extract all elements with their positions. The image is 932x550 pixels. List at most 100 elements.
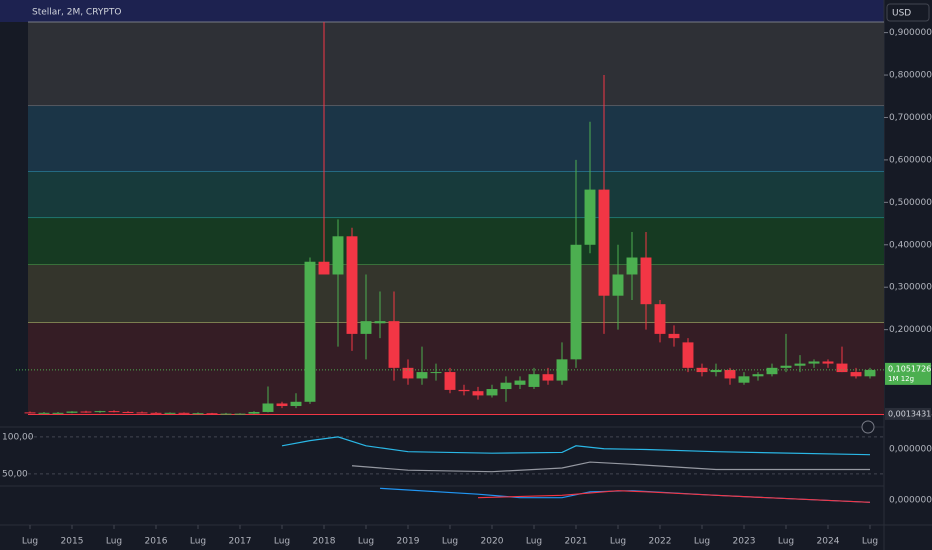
x-tick-label: Lug [190,537,206,547]
candle-body [290,401,302,407]
candle-body [710,369,722,373]
candle-body [388,321,400,368]
currency-label[interactable]: USD [892,9,911,19]
x-tick-label: 2015 [61,537,84,547]
countdown-label: 1M 12g [888,375,914,383]
candle-body [668,333,680,339]
x-tick-label: 2018 [313,537,336,547]
candle-body [430,372,442,374]
fib-band [28,106,884,172]
y-tick-label: 0,200000000 [889,325,932,335]
y-tick-label: 0,600000000 [889,155,932,165]
pane-tick-label: 50,00 [2,469,28,479]
x-tick-label: Lug [442,537,458,547]
candle-body [192,413,204,415]
x-tick-label: Lug [694,537,710,547]
candle-body [864,369,876,377]
candle-body [136,412,148,414]
candle-body [612,274,624,296]
indicator-line [351,461,870,473]
candle-body [528,374,540,387]
low-price-tag [885,407,931,420]
candle-body [850,372,862,377]
fib-band [28,322,884,415]
candle-body [780,365,792,368]
x-tick-label: Lug [358,537,374,547]
candle-body [402,367,414,379]
candle-body [808,361,820,364]
candle-body [682,342,694,368]
x-tick-label: 2023 [733,537,756,547]
candle-body [24,412,36,414]
x-tick-label: Lug [610,537,626,547]
y-tick-label: 0,900000000 [889,28,932,38]
y-tick-label: 0,500000000 [889,198,932,208]
flash-icon[interactable] [861,420,875,434]
x-tick-label: Lug [22,537,38,547]
candle-body [178,412,190,414]
candle-body [80,411,92,413]
x-tick-label: Lug [862,537,878,547]
candle-body [52,412,64,414]
candle-body [486,389,498,396]
candle-body [822,361,834,364]
last-price-tag [885,362,931,385]
candle-body [724,369,736,379]
x-tick-label: 2024 [817,537,840,547]
x-tick-label: Lug [778,537,794,547]
candle-body [38,412,50,414]
candle-body [276,403,288,407]
candle-body [696,367,708,373]
currency-button[interactable] [886,3,930,22]
candle-body [654,304,666,334]
candle-body [472,391,484,396]
candle-body [360,321,372,334]
candle-body [640,257,652,305]
candle-body [66,411,78,413]
x-tick-label: 2020 [481,537,504,547]
x-tick-label: Lug [526,537,542,547]
candle-body [164,412,176,414]
fib-band [28,171,884,219]
pane-tick-label: 100,00 [2,432,34,442]
candle-body [752,374,764,377]
candle-body [766,367,778,375]
candle-body [836,363,848,373]
candle-body [220,413,232,415]
candle-body [234,413,246,415]
y-tick-label: 0,700000000 [889,113,932,123]
candle-body [500,382,512,390]
y-tick-label: 0,300000000 [889,283,932,293]
candle-body [150,412,162,414]
x-tick-label: 2017 [229,537,252,547]
indicator-line [281,436,871,456]
candle-body [122,411,134,413]
candle-body [444,372,456,390]
low-price-label: 0,00134318 [888,409,932,418]
candle-body [94,411,106,413]
x-tick-label: 2021 [565,537,588,547]
x-tick-label: Lug [274,537,290,547]
fib-band [28,218,884,265]
x-tick-label: 2022 [649,537,672,547]
candle-body [458,389,470,392]
candle-body [374,321,386,324]
y-tick-label: 0,400000000 [889,240,932,250]
chart-title: Stellar, 2M, CRYPTO [32,8,121,18]
last-price-label: 0,105172677 [888,364,932,373]
pane-axis-label: 0,000000000 [889,496,932,506]
candle-body [262,403,274,412]
candle-body [598,189,610,296]
candle-body [626,257,638,275]
candle-body [584,189,596,245]
candle-body [318,261,330,275]
pane-axis-label: 0,000000000 [889,445,932,455]
candle-body [346,236,358,334]
candle-body [108,411,120,413]
fib-band [28,264,884,323]
candle-body [416,372,428,379]
candle-body [332,236,344,275]
candle-body [514,380,526,385]
y-tick-label: 0,800000000 [889,71,932,81]
